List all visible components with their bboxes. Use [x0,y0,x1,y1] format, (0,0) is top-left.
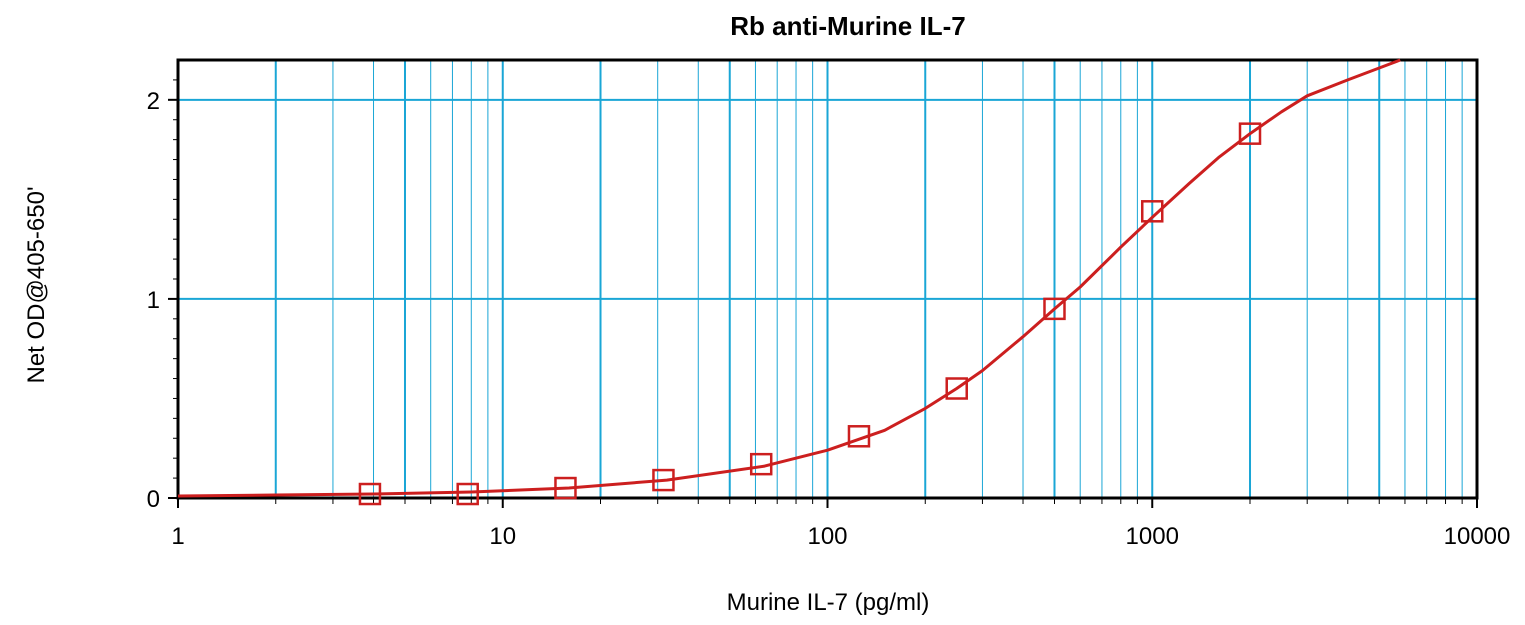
y-tick-label: 2 [147,88,160,115]
data-point [1141,200,1164,223]
y-tick-label: 0 [147,486,160,513]
data-point [1238,122,1262,145]
y-tick-label: 1 [147,287,160,314]
data-point [554,476,577,500]
data-point [456,482,479,506]
data-point [847,425,871,448]
data-points [358,122,1262,506]
data-point [1043,297,1066,321]
y-axis-label: Net OD@405-650' [23,186,50,383]
x-tick-label: 10000 [1444,523,1511,550]
data-point [945,377,968,400]
x-tick-label: 1 [171,523,184,550]
grid [178,60,1477,498]
fit-curve-group [177,58,1401,498]
x-tick-label: 10 [489,523,516,550]
chart-title: Rb anti-Murine IL-7 [730,11,965,41]
x-axis-label: Murine IL-7 (pg/ml) [727,589,930,616]
data-point [652,468,675,492]
x-tick-label: 1000 [1126,523,1179,550]
data-point [358,482,382,506]
fit-curve [177,58,1401,498]
data-point [749,452,773,476]
x-tick-label: 100 [807,523,847,550]
